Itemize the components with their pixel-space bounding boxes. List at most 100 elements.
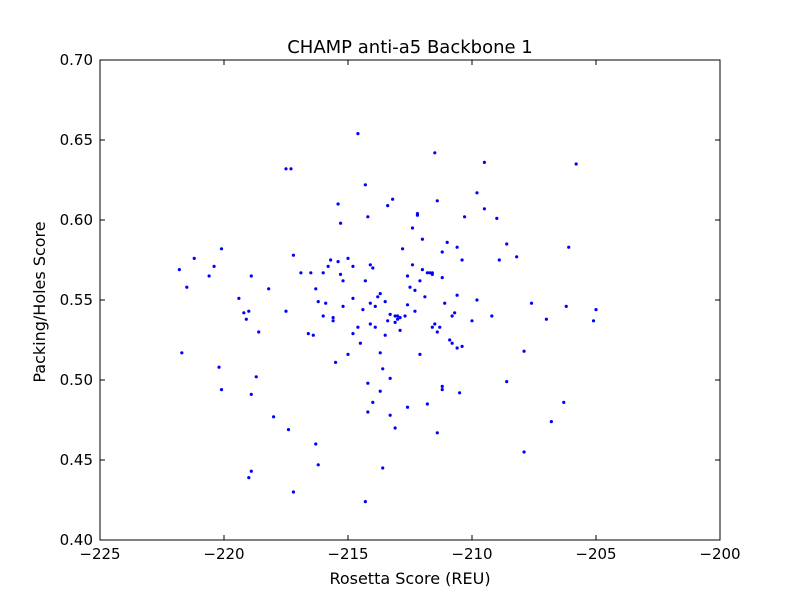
data-point [445,240,449,244]
data-point [455,346,459,350]
data-point [435,431,439,435]
data-point [381,367,385,371]
data-point [254,375,258,379]
data-point [237,296,241,300]
data-point [591,319,596,323]
data-point [386,319,390,323]
y-tick-label: 0.50 [60,371,93,389]
data-point [544,317,549,321]
x-tick-label: −205 [575,545,616,563]
data-point [314,442,318,446]
data-point [381,466,385,470]
data-point [219,388,224,392]
data-point [386,204,390,208]
data-point [378,351,382,355]
data-point [356,325,360,329]
data-point [433,151,437,155]
data-point [249,469,253,473]
data-point [470,319,474,323]
data-point [420,237,424,241]
data-point [522,450,526,454]
data-point [405,274,410,278]
data-point [458,391,462,395]
data-point [425,402,429,406]
data-point [366,215,370,219]
data-point [321,314,325,318]
y-tick-label: 0.40 [60,531,93,549]
data-point [448,338,452,342]
data-point [371,266,375,270]
data-point [393,314,397,318]
data-point [462,215,467,219]
data-point [400,247,405,251]
data-point [428,271,432,275]
data-point [291,490,296,494]
data-point [244,317,248,321]
data-point [529,301,534,305]
data-point [336,260,340,264]
x-tick-label: −210 [451,545,492,563]
data-point [505,242,509,246]
data-point [351,332,355,336]
data-points [177,132,598,504]
data-point [329,258,333,262]
data-point [249,274,253,278]
data-point [420,268,424,272]
data-point [366,381,370,385]
data-point [185,285,189,289]
data-point [336,202,340,206]
data-point [177,268,181,272]
data-point [346,256,350,260]
data-point [396,314,400,318]
data-point [497,258,501,262]
data-point [455,293,459,297]
data-point [453,311,457,315]
data-point [306,332,310,336]
data-point [376,295,380,299]
data-point [346,352,350,356]
y-tick-label: 0.45 [60,451,93,469]
data-point [192,256,196,260]
data-point [388,376,392,380]
data-point [460,258,464,262]
data-point [257,330,261,334]
data-point [341,279,345,283]
y-tick-label: 0.60 [60,211,93,229]
data-point [567,245,571,249]
data-point [398,328,402,332]
data-point [314,287,318,291]
data-point [368,301,372,305]
data-point [475,298,479,302]
data-point [425,271,429,275]
data-point [418,279,422,283]
data-point [363,183,367,187]
data-point [562,400,566,404]
data-point [373,325,377,329]
data-point [482,160,486,164]
data-point [433,322,437,326]
x-tick-label: −225 [79,545,120,563]
data-point [396,317,400,321]
data-point [180,351,184,355]
data-point [371,400,375,404]
data-point [361,308,365,312]
data-point [331,316,335,320]
data-point [408,285,412,289]
y-axis-ticks: 0.40 0.45 0.50 0.55 0.60 0.65 0.70 [60,51,720,549]
data-point [415,213,420,217]
data-point [413,309,417,313]
data-point [378,292,382,296]
data-point [405,405,410,409]
data-point [363,500,367,504]
data-point [435,330,439,334]
data-point [450,341,454,345]
data-point [398,316,402,320]
data-point [334,360,338,364]
data-point [267,287,271,291]
data-point [311,333,315,337]
data-point [393,320,397,324]
data-point [338,221,343,225]
data-point [391,197,395,201]
data-point [505,380,509,384]
